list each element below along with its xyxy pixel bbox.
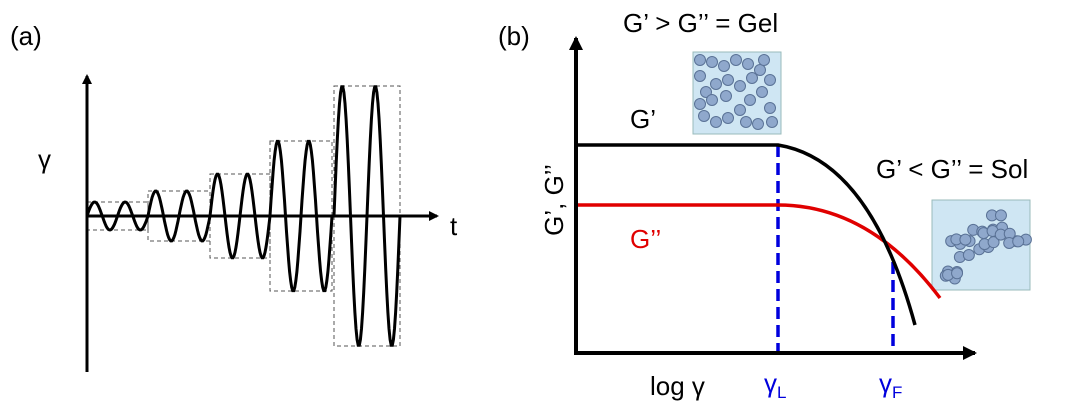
particle — [753, 119, 764, 130]
particle — [695, 99, 706, 110]
curve-label: G’’ — [630, 224, 661, 254]
subscript: F — [892, 383, 902, 402]
subscript: L — [777, 383, 786, 402]
particle — [1013, 236, 1024, 247]
particle — [711, 79, 722, 90]
panel-label: (a) — [10, 21, 42, 51]
particle — [743, 59, 754, 70]
gamma-l: γL — [764, 368, 786, 402]
curve-label: G’ — [630, 104, 656, 134]
particle — [723, 75, 734, 86]
x-axis-label: t — [450, 211, 458, 241]
particle — [767, 117, 778, 128]
g-prime-curve — [576, 145, 915, 325]
panel-label: (b) — [498, 21, 530, 51]
gamma-f: γF — [879, 368, 902, 402]
x-axis-label: log γ — [650, 371, 705, 401]
particle — [735, 105, 746, 116]
particle — [707, 95, 718, 106]
y-axis-label: γ — [38, 144, 51, 174]
particle — [699, 111, 710, 122]
particle — [707, 57, 718, 68]
symbol: γ — [879, 368, 892, 398]
particle — [747, 73, 758, 84]
particle — [695, 71, 706, 82]
particle — [745, 95, 756, 106]
particle — [721, 91, 732, 102]
particle — [735, 81, 746, 92]
particle — [960, 234, 971, 245]
particle — [719, 61, 730, 72]
particle — [765, 75, 776, 86]
particle — [695, 55, 706, 66]
particle — [759, 55, 770, 66]
particle — [757, 87, 768, 98]
symbol: γ — [764, 368, 777, 398]
particle — [711, 117, 722, 128]
particle — [952, 268, 963, 279]
particle — [741, 117, 752, 128]
sol-annotation: G’ < G’’ = Sol — [876, 154, 1028, 184]
particle — [765, 103, 776, 114]
gel-annotation: G’ > G’’ = Gel — [623, 8, 778, 38]
figure: (a) γ t (b) G’ > G’’ = Gel G’ < G’’ = So… — [0, 0, 1083, 411]
particle — [995, 210, 1006, 221]
particle — [963, 249, 974, 260]
particle — [723, 113, 734, 124]
particle — [731, 55, 742, 66]
y-axis-label: G’, G’’ — [539, 164, 569, 236]
